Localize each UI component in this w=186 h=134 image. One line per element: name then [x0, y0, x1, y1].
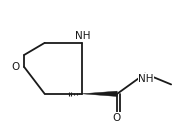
Text: NH: NH [75, 31, 91, 40]
Text: O: O [112, 113, 120, 123]
Text: NH: NH [138, 74, 154, 84]
Polygon shape [82, 91, 117, 96]
Text: O: O [12, 62, 20, 72]
